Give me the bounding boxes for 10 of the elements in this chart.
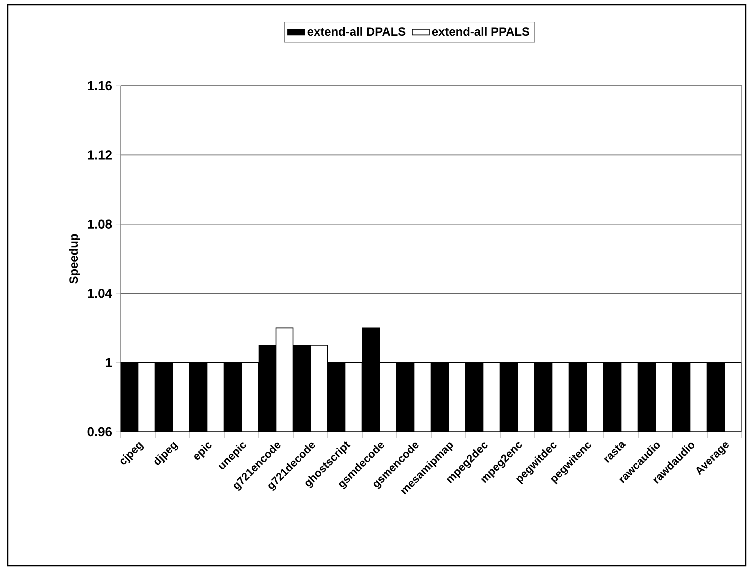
x-tick-label: epic [194,442,212,460]
y-axis-title: Speedup [69,234,80,284]
y-tick-label: 1.04 [88,288,112,298]
y-tick-label: 1.08 [88,220,112,229]
y-tick-label: 1.16 [88,81,112,91]
legend-label: extend-all DPALS [308,27,406,36]
y-tick-label: 1.12 [88,150,112,160]
y-tick-label: 0.96 [88,427,112,437]
legend-label: extend-all PPALS [432,27,530,36]
y-tick-label: 1 [106,358,112,368]
